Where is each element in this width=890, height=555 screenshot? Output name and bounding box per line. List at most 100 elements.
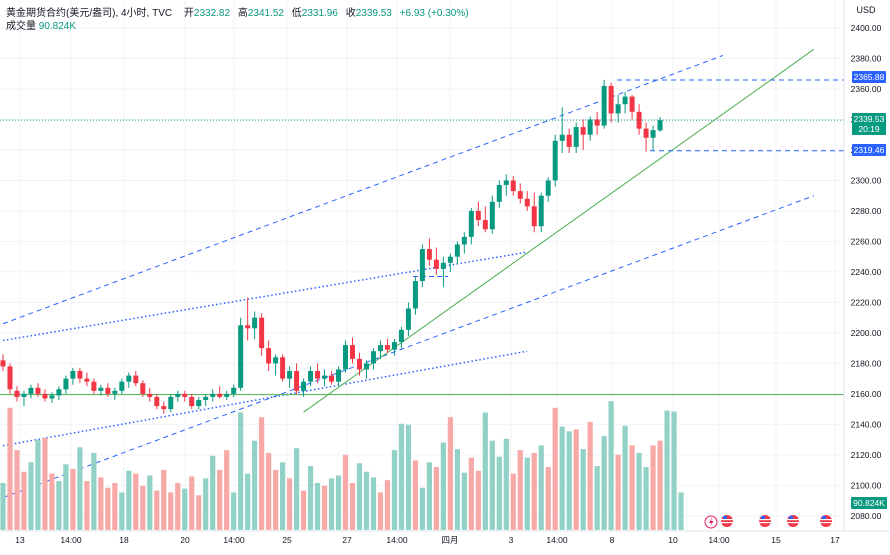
candle [224, 390, 230, 400]
candle [322, 369, 328, 387]
volume-bar [14, 450, 20, 530]
candle [468, 207, 474, 245]
price-tick-label: 2100.00 [851, 480, 882, 490]
trend-line [2, 350, 528, 447]
candle [35, 383, 41, 397]
legend-header[interactable]: 黄金期货合约(美元/盎司), 4小时, TVC 开2332.82 高2341.5… [6, 4, 469, 19]
volume-bar [77, 447, 83, 530]
time-tick-label: 25 [282, 535, 292, 545]
volume-bar [447, 417, 453, 530]
volume-bar [154, 490, 160, 530]
candle [636, 104, 642, 135]
candle [49, 392, 55, 404]
volume-bar [210, 455, 216, 530]
volume-bars [0, 401, 684, 530]
price-tick-label: 2120.00 [851, 450, 882, 460]
candle [447, 253, 453, 272]
volume-bar [496, 456, 502, 530]
candle [259, 313, 265, 356]
trend-line [2, 251, 528, 342]
candle [384, 338, 390, 353]
candle [140, 380, 146, 397]
candle [238, 317, 244, 391]
candle [203, 393, 209, 407]
candle [63, 375, 69, 394]
candle [454, 241, 460, 265]
volume-bar [433, 467, 439, 530]
volume-bar [252, 440, 258, 530]
candle [217, 386, 223, 399]
open-label: 开 [183, 8, 194, 19]
volume-bar [0, 483, 6, 530]
time-tick-label: 8 [610, 535, 615, 545]
candle [496, 180, 502, 208]
volume-bar [273, 469, 279, 530]
candle [552, 134, 558, 187]
volume-bar [629, 445, 635, 530]
volume-bar [196, 495, 202, 530]
volume-bar [601, 436, 607, 530]
candle [580, 119, 586, 150]
candle [363, 360, 369, 379]
event-icons[interactable] [704, 515, 832, 529]
price-tick-label: 2280.00 [851, 206, 882, 216]
volume-bar [56, 481, 62, 530]
us-flag-icon[interactable] [721, 515, 733, 527]
candle [210, 389, 216, 402]
volume-bar [307, 466, 314, 530]
volume-bar [391, 450, 398, 530]
volume-bar [356, 463, 363, 530]
flash-icon[interactable] [704, 515, 718, 529]
price-axis[interactable]: USD 2400.002380.002360.002340.002320.002… [843, 0, 882, 531]
time-tick-label: 四月 [441, 535, 458, 545]
us-flag-icon[interactable] [759, 515, 771, 527]
volume-bar [510, 473, 516, 530]
us-flag-icon[interactable] [820, 515, 832, 527]
volume-bar [608, 401, 614, 530]
candle [147, 387, 153, 402]
price-tick-label: 2360.00 [851, 84, 882, 94]
candle [182, 390, 188, 402]
candle [245, 297, 251, 341]
volume-bar [84, 481, 90, 530]
candle [503, 174, 509, 196]
candle [587, 116, 593, 141]
close-value: 2339.53 [355, 8, 392, 19]
candle [629, 95, 635, 120]
us-flag-icon[interactable] [787, 515, 799, 527]
volume-bar [7, 407, 13, 530]
volume-bar [203, 478, 209, 530]
volume-bar [461, 472, 467, 530]
currency-label: USD [856, 5, 876, 15]
volume-bar [615, 454, 621, 530]
candle [77, 367, 83, 384]
candle [126, 372, 132, 388]
candle [405, 302, 411, 336]
volume-bar [314, 483, 321, 530]
trend-line [2, 54, 724, 325]
volume-bar [182, 488, 188, 530]
candle [231, 384, 237, 397]
volume-bar [650, 445, 656, 530]
volume-bar [559, 426, 565, 530]
candle [84, 372, 90, 387]
time-tick-label: 27 [342, 535, 352, 545]
candle [91, 378, 97, 394]
volume-bar [678, 492, 684, 530]
volume-legend[interactable]: 成交量 90.824K [6, 17, 76, 32]
candle [524, 191, 530, 211]
volume-bar [580, 449, 586, 530]
candle [489, 195, 495, 234]
time-axis[interactable]: 13 14:00 18 20 14:00 25 27 14:00 四月 3 14:00 8 10 14:0… [0, 530, 890, 545]
price-tick-label: 2380.00 [851, 53, 882, 63]
candle [615, 95, 621, 123]
candle [14, 386, 20, 402]
volume-bar [412, 460, 419, 530]
volume-bar [126, 470, 132, 530]
volume-bar [105, 487, 111, 530]
time-tick-label: 10 [668, 535, 678, 545]
candle [350, 337, 355, 364]
volume-bar [224, 450, 230, 530]
